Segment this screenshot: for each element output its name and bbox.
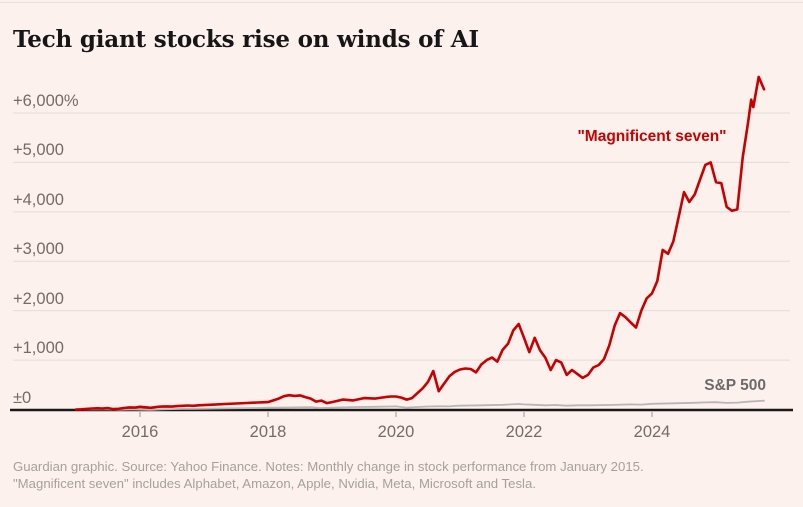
x-axis-tick-label: 2016 [121, 423, 159, 441]
x-axis-tick-label: 2024 [633, 423, 671, 441]
y-axis-tick-label: +1,000 [13, 339, 64, 358]
x-axis-tick-label: 2020 [377, 423, 415, 441]
x-axis-tick-label: 2022 [505, 423, 543, 441]
top-divider [0, 2, 803, 3]
x-axis-tick-label: 2018 [249, 423, 287, 441]
y-axis-tick-label: +4,000 [13, 190, 64, 209]
source-note-line2: "Magnificent seven" includes Alphabet, A… [13, 476, 536, 491]
sp500-line [75, 399, 765, 411]
source-note-line1: Guardian graphic. Source: Yahoo Finance.… [13, 459, 644, 474]
magnificent-seven-series-label: "Magnificent seven" [577, 128, 727, 145]
source-note: Guardian graphic. Source: Yahoo Finance.… [13, 458, 644, 492]
y-axis-tick-label: +3,000 [13, 240, 64, 259]
page-title: Tech giant stocks rise on winds of AI [13, 26, 479, 54]
y-axis-tick-label: +2,000 [13, 289, 64, 308]
sp500-series-label: S&P 500 [704, 377, 766, 394]
magnificent-seven-line [74, 75, 766, 411]
y-axis-tick-label: ±0 [13, 388, 32, 407]
y-axis-tick-label: +5,000 [13, 141, 64, 160]
y-axis-tick-label: +6,000% [13, 92, 79, 110]
